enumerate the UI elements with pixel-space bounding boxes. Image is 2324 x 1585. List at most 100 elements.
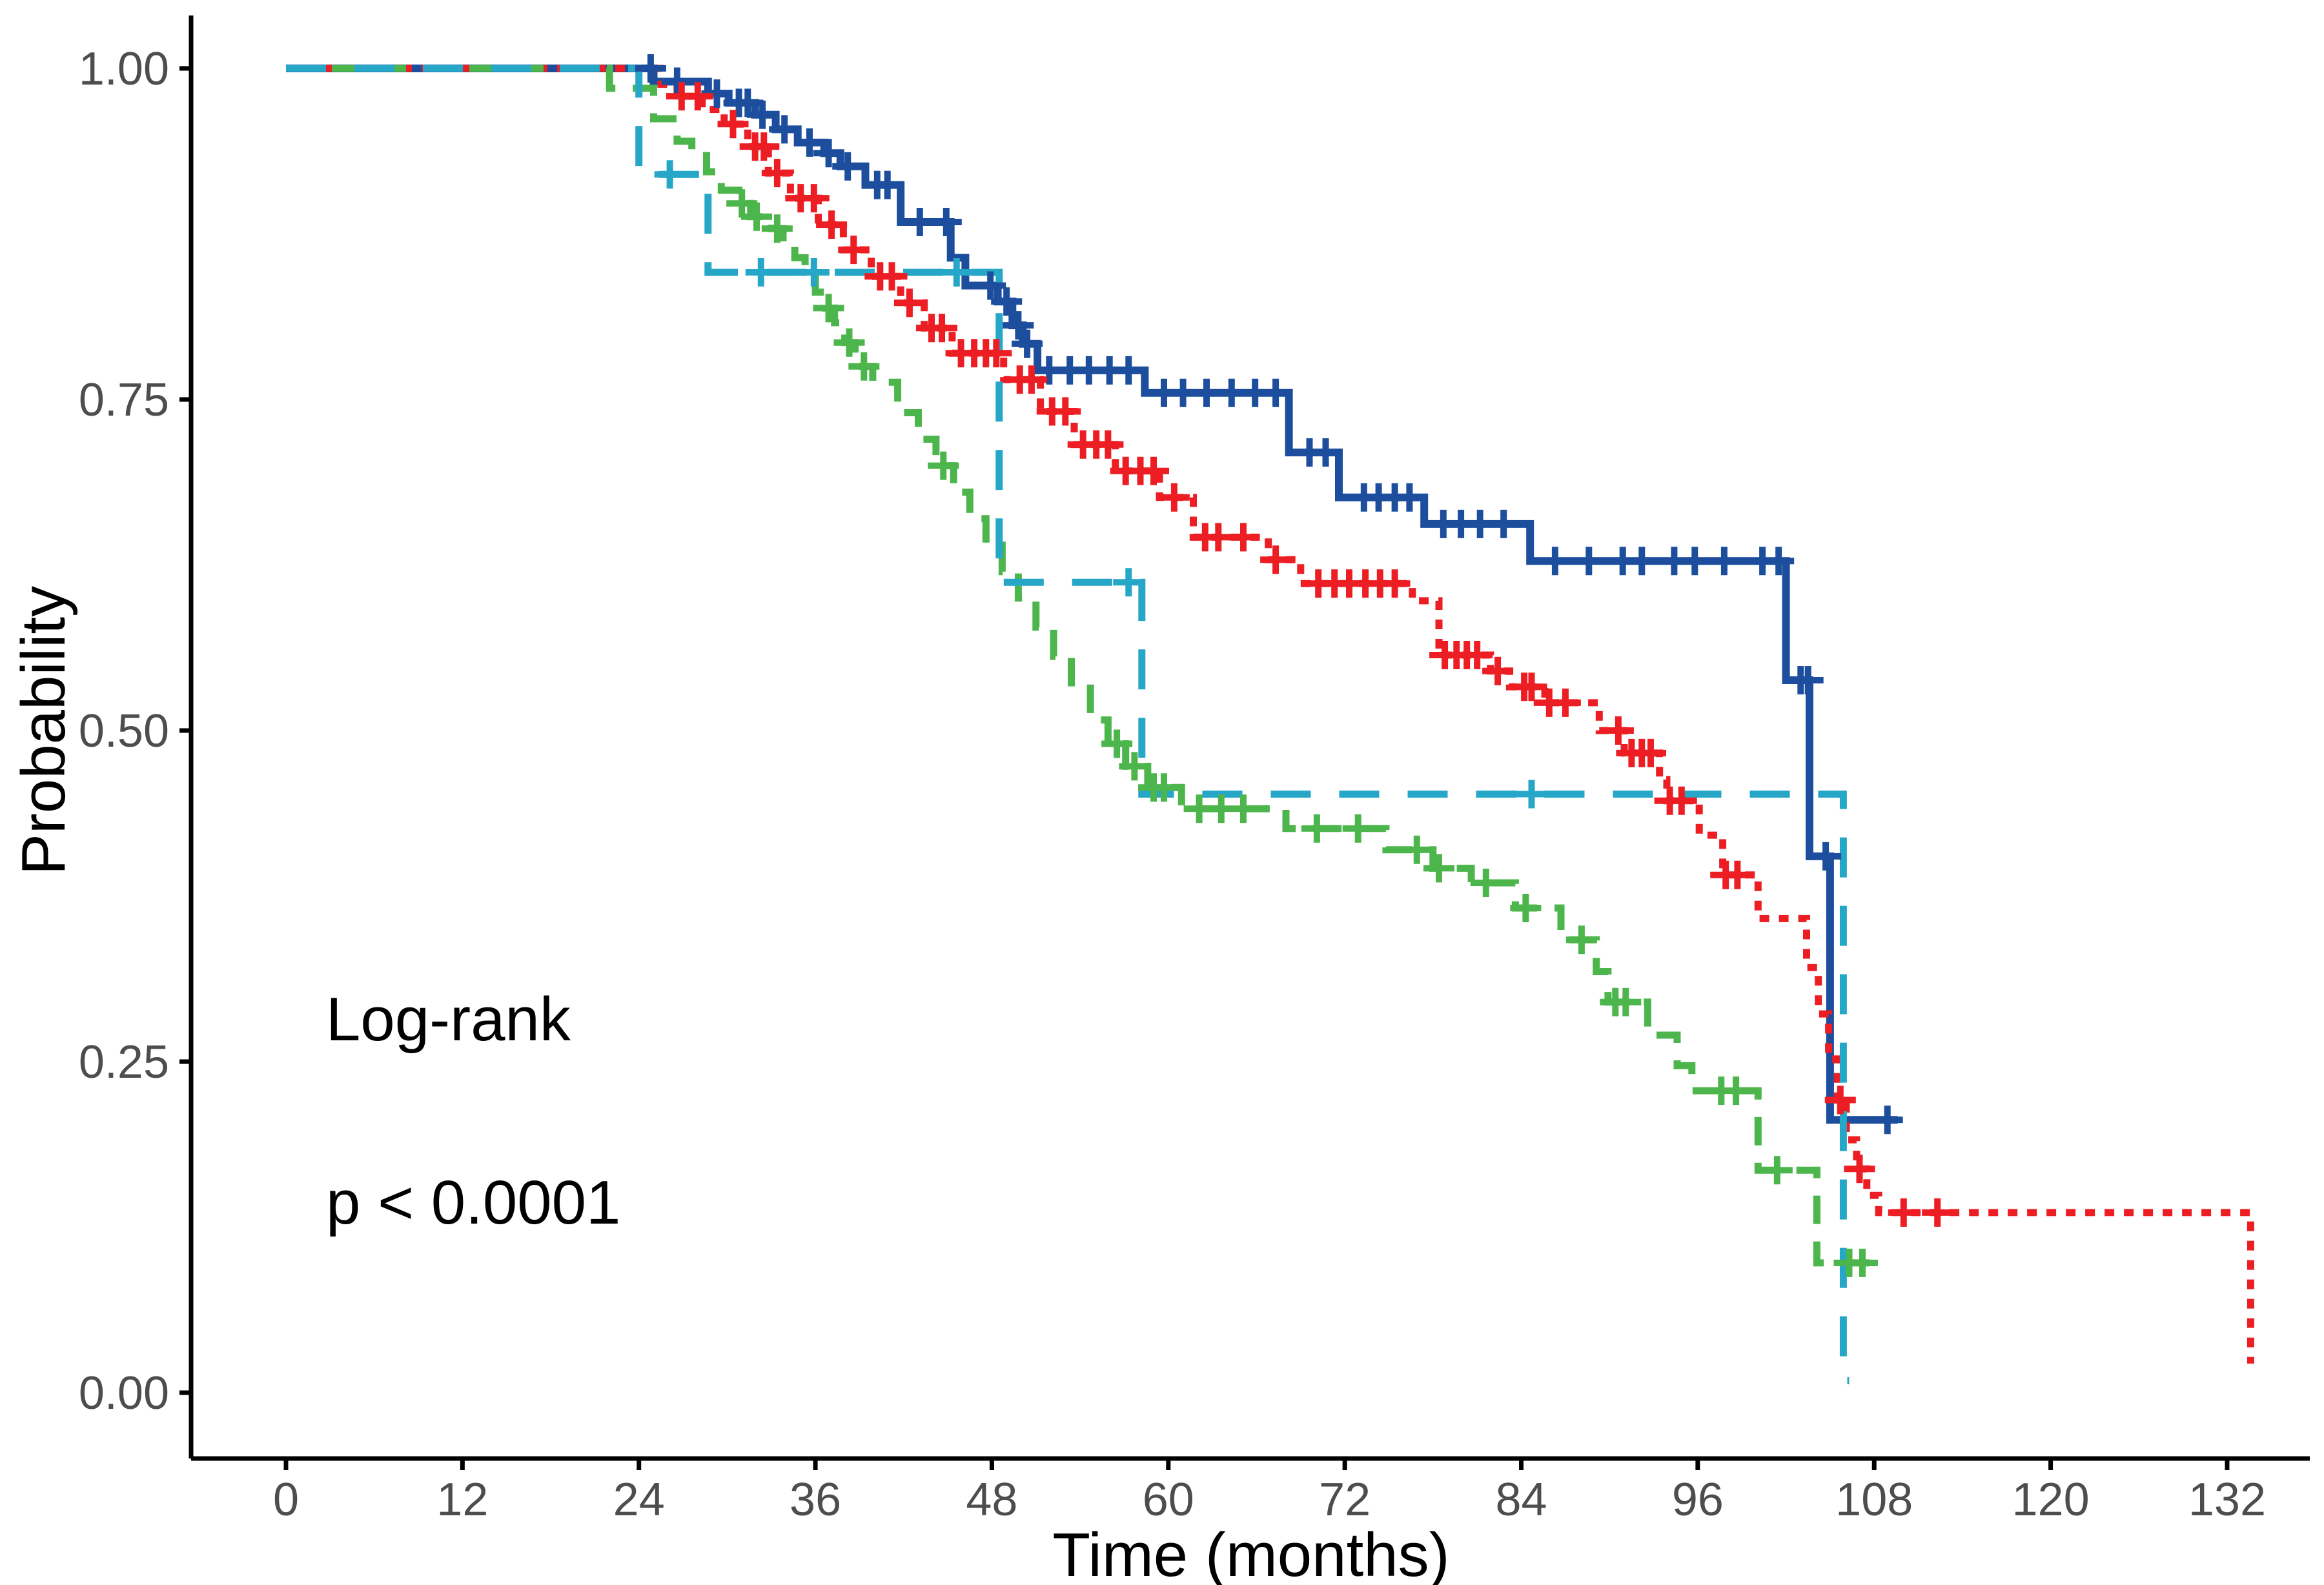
x-tick-label: 120 <box>2012 1474 2090 1526</box>
censor-plus-icon <box>1792 666 1824 694</box>
censor-plus-icon <box>1423 854 1454 883</box>
censor-plus-icon <box>798 184 830 213</box>
x-tick-label: 0 <box>273 1474 299 1526</box>
censor-plus-icon <box>1761 1156 1793 1185</box>
censor-plus-icon <box>1101 729 1133 758</box>
censor-plus-icon <box>848 352 880 381</box>
axes: 0.00 0.25 0.50 0.75 1.00 0 12 24 36 48 60 72 84 96 108… <box>79 15 2310 1526</box>
censor-plus-icon <box>904 208 935 236</box>
censor-plus-icon <box>1310 438 1341 467</box>
y-tick-label: 1.00 <box>79 43 169 95</box>
censor-plus-icon <box>1720 1076 1752 1105</box>
censor-plus-icon <box>816 210 848 239</box>
censor-plus-icon <box>991 287 1023 316</box>
logrank-annotation: Log-rank <box>326 985 571 1054</box>
censor-plus-icon <box>1488 509 1520 538</box>
x-tick-label: 24 <box>613 1474 665 1526</box>
censor-plus-icon <box>1510 894 1542 922</box>
censor-plus-icon <box>726 189 758 218</box>
censor-plus-icon <box>893 288 925 318</box>
censor-plus-icon <box>1092 430 1124 459</box>
survival-curve-group-red-dotted <box>286 65 2254 1364</box>
survival-curve-group-cyan-dash <box>286 65 1850 1384</box>
censor-plus-icon <box>748 132 780 161</box>
censor-plus-icon <box>1602 716 1634 745</box>
censor-plus-icon <box>1871 1105 1903 1135</box>
censor-plus-icon <box>1888 1198 1919 1227</box>
censor-plus-icon <box>1301 814 1332 843</box>
censor-plus-icon <box>635 54 666 83</box>
censor-marks-group-cyan-dash <box>654 160 1547 809</box>
censor-plus-icon <box>1138 456 1169 485</box>
survival-curve-group-navy-solid <box>286 65 1898 1124</box>
censor-marks-group-red-dotted <box>666 82 1953 1227</box>
censor-plus-icon <box>1482 656 1514 685</box>
censor-plus-icon <box>1228 794 1259 823</box>
censor-plus-icon <box>747 100 779 129</box>
censor-plus-icon <box>1666 786 1697 815</box>
censor-plus-icon <box>1113 568 1145 597</box>
censor-plus-icon <box>1708 547 1740 576</box>
censor-plus-icon <box>1113 356 1145 385</box>
censor-plus-icon <box>928 451 959 480</box>
x-tick-label: 72 <box>1319 1474 1371 1526</box>
censor-plus-icon <box>717 110 749 139</box>
survival-curve-group-green-longdash <box>286 65 1873 1267</box>
censor-plus-icon <box>1462 641 1493 669</box>
y-tick-label: 0.50 <box>79 705 169 757</box>
censor-plus-icon <box>1922 1198 1953 1227</box>
censor-plus-icon <box>930 208 962 236</box>
censor-plus-icon <box>1003 311 1034 340</box>
x-tick-label: 60 <box>1143 1474 1194 1526</box>
censor-plus-icon <box>1470 869 1502 897</box>
censor-plus-icon <box>1824 1085 1856 1115</box>
censor-plus-icon <box>1015 365 1047 394</box>
censor-plus-icon <box>1763 547 1795 576</box>
censor-plus-icon <box>1679 547 1711 576</box>
censor-marks-group-navy-solid <box>635 54 1903 1135</box>
censor-plus-icon <box>1012 329 1043 358</box>
censor-plus-icon <box>654 160 686 189</box>
censor-plus-icon <box>1394 483 1425 512</box>
censor-plus-icon <box>1148 773 1179 802</box>
censor-plus-icon <box>798 258 830 287</box>
censor-plus-icon <box>761 214 793 243</box>
censor-plus-icon <box>1516 780 1547 809</box>
x-tick-label: 84 <box>1495 1474 1547 1526</box>
x-tick-label: 48 <box>966 1474 1017 1526</box>
censor-plus-icon <box>1722 860 1753 889</box>
x-tick-label: 36 <box>790 1474 841 1526</box>
censor-marks-group-green-longdash <box>726 189 1878 1277</box>
censor-plus-icon <box>1565 925 1597 954</box>
censor-plus-icon <box>1401 835 1432 864</box>
censor-plus-icon <box>745 258 777 287</box>
axis-labels: Time (months) Probability Log-rank p < 0… <box>9 586 1450 1585</box>
censor-plus-icon <box>1810 842 1842 871</box>
censor-plus-icon <box>761 159 793 188</box>
x-tick-label: 132 <box>2188 1474 2266 1526</box>
censor-plus-icon <box>1158 483 1190 512</box>
censor-plus-icon <box>832 152 864 181</box>
censor-plus-icon <box>981 339 1012 368</box>
censor-plus-icon <box>1844 1155 1875 1184</box>
pvalue-annotation: p < 0.0001 <box>326 1168 620 1237</box>
censor-plus-icon <box>661 67 693 96</box>
censor-plus-icon <box>1260 545 1292 574</box>
censor-plus-icon <box>1610 987 1642 1016</box>
censor-plus-icon <box>975 271 1006 300</box>
y-tick-label: 0.75 <box>79 374 169 426</box>
censor-plus-icon <box>1050 397 1081 426</box>
y-axis-title: Probability <box>9 586 78 875</box>
censor-plus-icon <box>813 139 844 168</box>
censor-plus-icon <box>1342 814 1374 843</box>
censor-plus-icon <box>1847 1248 1878 1277</box>
censor-plus-icon <box>1573 547 1605 576</box>
censor-plus-icon <box>941 258 972 287</box>
censor-plus-icon <box>1379 569 1411 598</box>
censor-plus-icon <box>926 314 957 343</box>
censor-plus-icon <box>794 128 825 157</box>
x-axis-title: Time (months) <box>1052 1520 1449 1585</box>
censor-plus-icon <box>838 236 870 265</box>
